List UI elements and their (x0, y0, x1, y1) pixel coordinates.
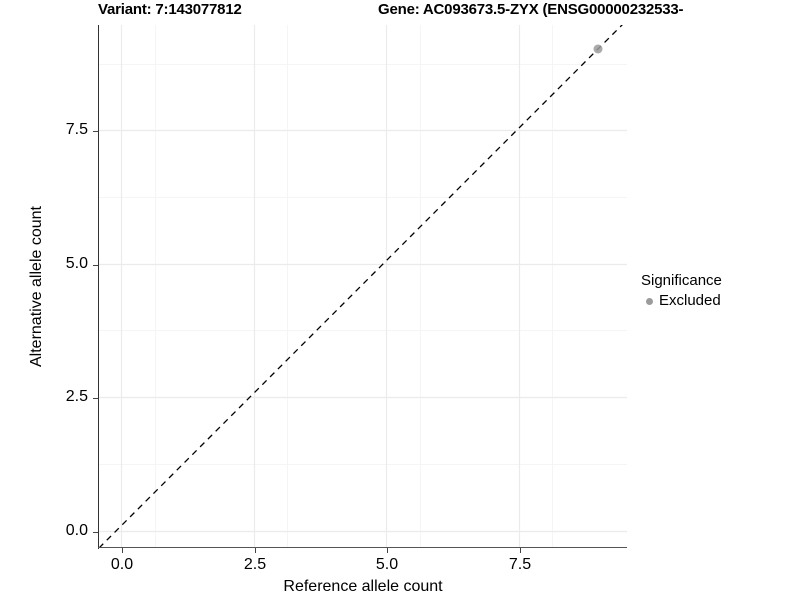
data-points (593, 44, 603, 54)
circle-marker-icon (646, 298, 653, 305)
legend-label-excluded: Excluded (659, 292, 721, 309)
data-point (593, 44, 603, 54)
y-tick-label-0: 0.0 (65, 522, 88, 539)
x-tick-mark-0 (121, 548, 123, 553)
y-axis-title: Alternative allele count (28, 206, 45, 367)
y-tick-mark-2 (93, 264, 98, 266)
y-tick-mark-1 (93, 397, 98, 399)
x-tick-label-1: 2.5 (243, 556, 267, 573)
x-tick-label-3: 7.5 (508, 556, 532, 573)
panel-canvas (99, 25, 627, 548)
plot-panel (99, 25, 627, 548)
x-axis-line (98, 547, 627, 549)
legend-title: Significance (641, 272, 722, 289)
x-tick-mark-2 (386, 548, 388, 553)
legend-key-excluded (641, 292, 658, 309)
y-tick-mark-3 (93, 130, 98, 132)
legend-item-excluded[interactable]: Excluded (641, 291, 799, 310)
x-tick-mark-3 (519, 548, 521, 553)
gridlines-major-vertical (120, 25, 521, 548)
x-tick-mark-1 (254, 548, 256, 553)
x-tick-label-0: 0.0 (110, 556, 134, 573)
y-tick-mark-0 (93, 531, 98, 533)
gene-title: Gene: AC093673.5-ZYX (ENSG00000232533- (378, 1, 684, 18)
reference-line-identity (99, 25, 623, 548)
gridlines-major-horizontal (99, 129, 627, 533)
gridlines-minor-horizontal (99, 64, 627, 465)
y-tick-label-1: 2.5 (65, 388, 88, 405)
y-axis-line (98, 25, 100, 549)
plot-title-row: Variant: 7:143077812 Gene: AC093673.5-ZY… (0, 0, 800, 24)
legend: Significance Excluded (641, 272, 799, 310)
y-tick-label-2: 5.0 (65, 255, 88, 272)
variant-title: Variant: 7:143077812 (98, 1, 242, 18)
x-tick-label-2: 5.0 (375, 556, 399, 573)
gridlines-minor-vertical (155, 25, 553, 548)
x-axis-title: Reference allele count (283, 578, 443, 595)
y-tick-label-3: 7.5 (65, 121, 88, 138)
